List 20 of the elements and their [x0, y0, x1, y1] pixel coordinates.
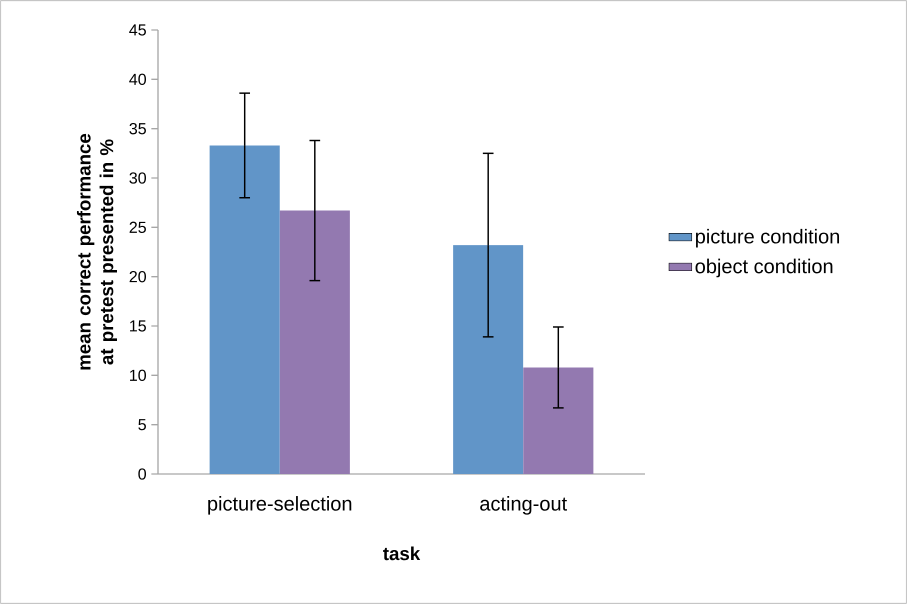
- y-tick-label: 5: [138, 419, 146, 430]
- y-tick-label: 10: [130, 370, 146, 381]
- y-tick-label: 35: [129, 123, 146, 134]
- y-tick-label: 20: [130, 271, 146, 282]
- bar: [280, 210, 350, 474]
- bar: [523, 367, 594, 474]
- bar: [453, 245, 524, 474]
- y-axis-title: mean correct performance at pretest presented in %: [76, 134, 117, 370]
- y-tick-label: 30: [129, 172, 146, 184]
- y-tick-label: 25: [130, 222, 146, 233]
- y-tick-label: 15: [130, 320, 146, 332]
- legend-label: picture condition: [696, 228, 840, 248]
- bar: [210, 145, 280, 474]
- y-tick-label: 40: [129, 74, 146, 85]
- x-tick-label: acting-out: [480, 496, 568, 515]
- x-tick-label: picture-selection: [208, 496, 352, 515]
- x-axis-title: task: [383, 546, 420, 560]
- legend-label: object condition: [696, 258, 832, 278]
- y-tick-label: 0: [138, 468, 146, 480]
- y-tick-label: 45: [129, 24, 146, 36]
